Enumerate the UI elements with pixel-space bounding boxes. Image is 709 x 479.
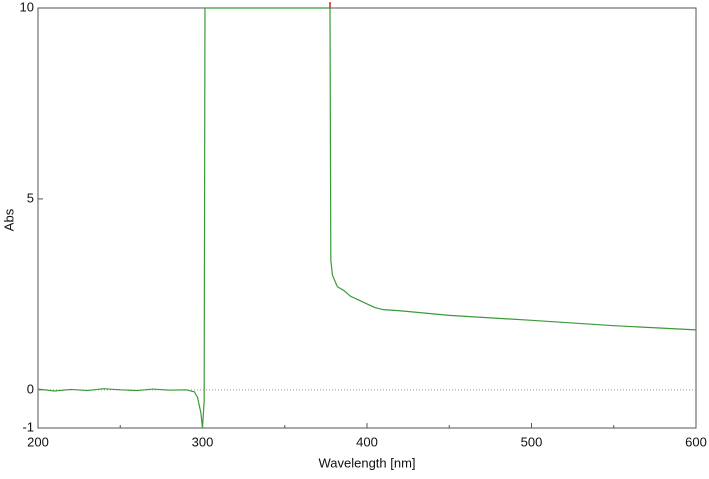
- spectrum-line: [37, 7, 697, 429]
- y-tick-label: -1: [22, 419, 34, 434]
- y-tick-label: 0: [27, 381, 34, 396]
- x-axis-label: Wavelength [nm]: [318, 455, 415, 470]
- y-tick-label: 10: [20, 0, 34, 14]
- x-tick-label: 200: [27, 434, 49, 449]
- plot-frame: [37, 7, 697, 429]
- x-tick-label: 400: [356, 434, 378, 449]
- x-tick-label: 300: [192, 434, 214, 449]
- y-axis-label: Abs: [1, 208, 16, 231]
- y-tick-label: 5: [27, 190, 34, 205]
- x-tick-label: 600: [685, 434, 707, 449]
- x-tick-label: 500: [521, 434, 543, 449]
